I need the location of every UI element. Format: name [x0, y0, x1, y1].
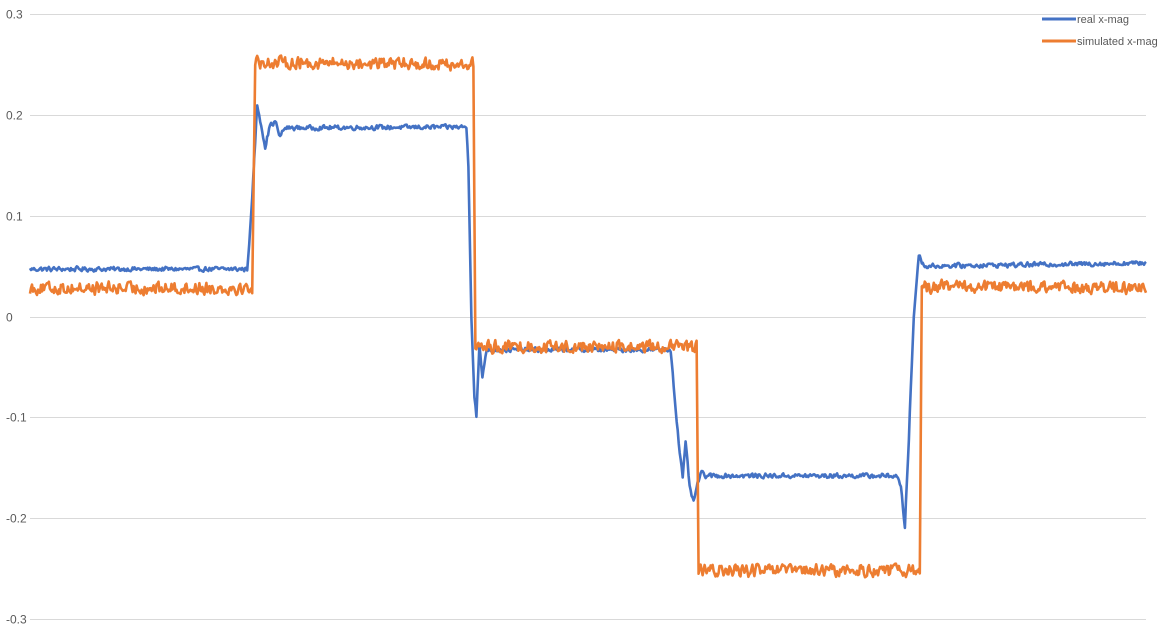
series-layer — [28, 54, 1148, 579]
y-tick-label: -0.3 — [6, 613, 27, 627]
series-line-real — [28, 104, 1147, 530]
y-tick-label: 0.1 — [6, 210, 23, 224]
y-tick-label: -0.1 — [6, 411, 27, 425]
y-tick-label: 0 — [6, 311, 13, 325]
gridlines — [30, 14, 1146, 620]
legend-label: real x-mag — [1077, 14, 1129, 26]
legend-label: simulated x-mag — [1077, 36, 1158, 48]
series-line-simulated — [28, 54, 1148, 579]
y-tick-label: -0.2 — [6, 512, 27, 526]
y-tick-label: 0.2 — [6, 109, 23, 123]
y-tick-label: 0.3 — [6, 8, 23, 22]
y-axis: 0.3 0.2 0.1 0 -0.1 -0.2 -0.3 — [6, 8, 27, 627]
legend: real x-mag simulated x-mag — [1042, 14, 1158, 48]
